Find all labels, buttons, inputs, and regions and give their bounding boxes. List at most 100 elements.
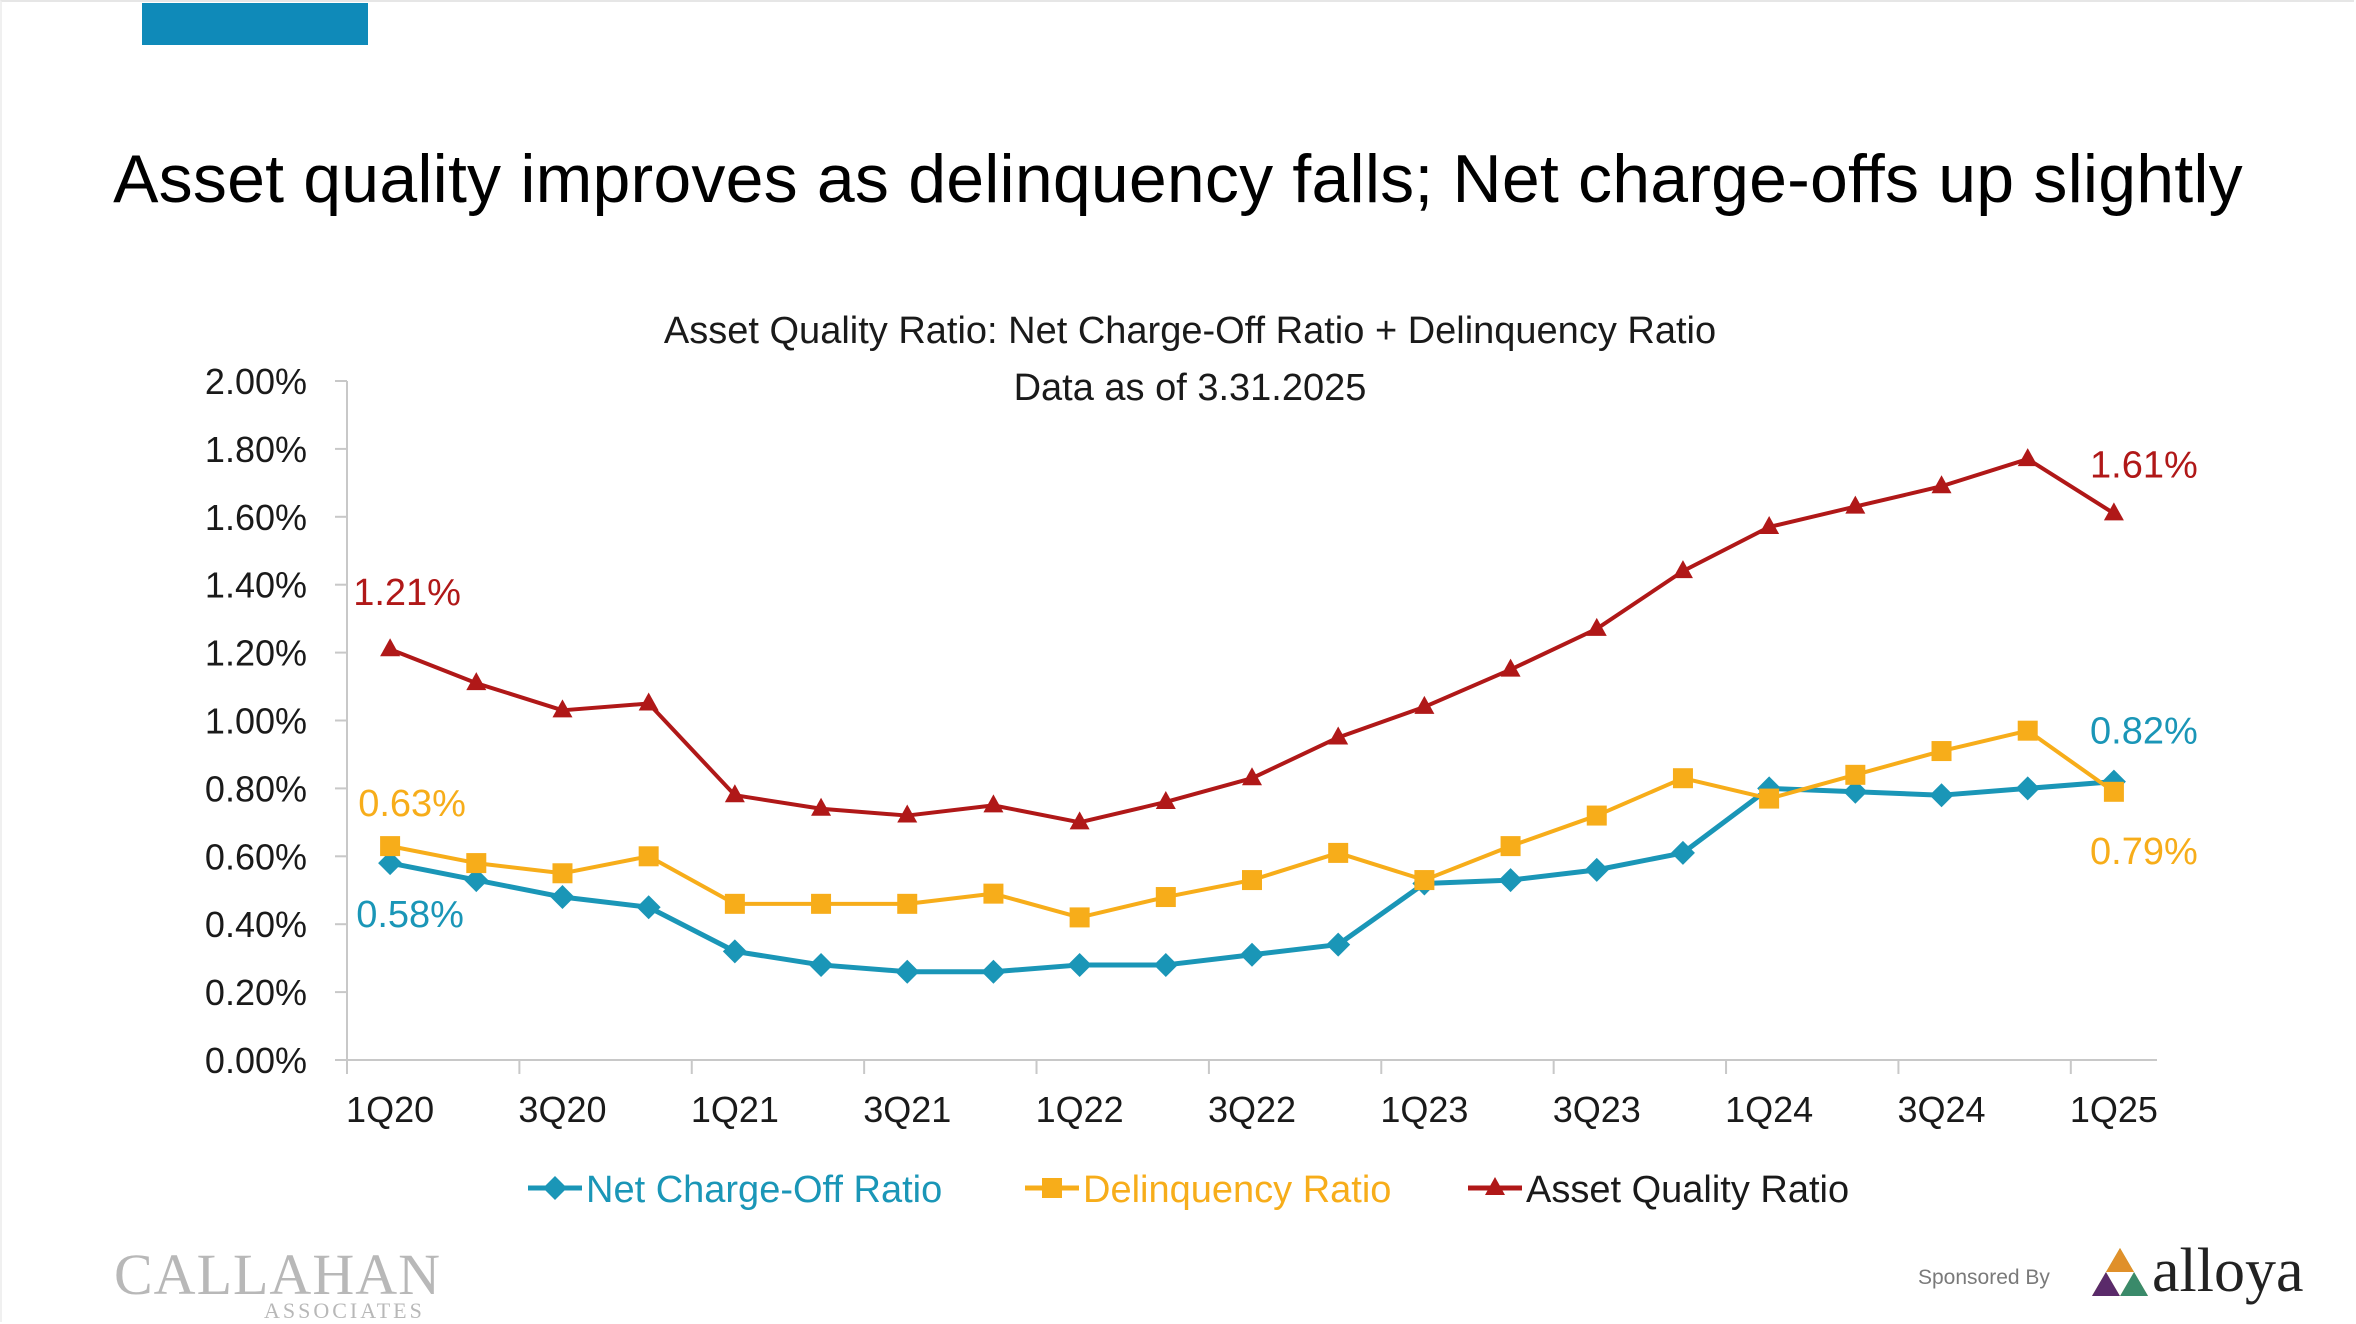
y-tick-label: 1.80%	[205, 429, 307, 470]
data-point	[1242, 767, 1262, 786]
legend-marker	[1042, 1178, 1062, 1198]
data-label: 0.58%	[356, 894, 464, 936]
data-point	[983, 883, 1004, 904]
x-tick-label: 3Q20	[518, 1089, 606, 1130]
data-point	[1672, 768, 1693, 789]
y-tick-label: 0.60%	[205, 836, 307, 877]
data-point	[552, 863, 573, 884]
data-label: 0.82%	[2090, 711, 2198, 753]
data-point	[897, 893, 918, 914]
series-asset-quality-ratio	[380, 448, 2124, 830]
data-point	[1414, 870, 1435, 891]
y-tick-label: 0.80%	[205, 768, 307, 809]
y-tick-label: 1.40%	[205, 565, 307, 606]
data-point	[1328, 726, 1349, 745]
data-point	[1843, 779, 1868, 804]
x-tick-label: 3Q24	[1897, 1089, 1985, 1130]
data-point	[809, 952, 834, 977]
data-point	[1498, 868, 1523, 893]
x-tick-label: 3Q22	[1208, 1089, 1296, 1130]
data-point	[1242, 870, 1262, 891]
legend-label: Delinquency Ratio	[1083, 1169, 1391, 1211]
accent-bar	[142, 3, 368, 45]
data-point	[1153, 952, 1178, 977]
legend-item: Net Charge-Off Ratio	[528, 1169, 942, 1211]
legend-marker	[1485, 1177, 1505, 1195]
x-tick-label: 3Q21	[863, 1089, 951, 1130]
x-tick-label: 1Q22	[1036, 1089, 1124, 1130]
legend-item: Asset Quality Ratio	[1468, 1169, 1849, 1211]
data-point	[466, 672, 487, 691]
data-point	[1584, 857, 1609, 882]
data-label: 1.21%	[353, 572, 461, 614]
data-point	[1931, 475, 1952, 494]
data-point	[1845, 764, 1866, 785]
data-point	[1845, 495, 1866, 514]
y-tick-label: 0.00%	[205, 1040, 307, 1081]
data-label: 0.63%	[358, 783, 466, 825]
data-point	[1670, 840, 1695, 865]
data-point	[378, 851, 403, 876]
data-point	[1414, 695, 1435, 714]
data-point	[724, 784, 745, 803]
callahan-logo-sub: ASSOCIATES	[264, 1298, 425, 1323]
data-point	[380, 638, 401, 657]
x-tick-label: 1Q23	[1380, 1089, 1468, 1130]
data-point	[897, 804, 918, 823]
x-tick-label: 3Q23	[1553, 1089, 1641, 1130]
chart-legend: Net Charge-Off Ratio Delinquency Ratio Ass…	[528, 1169, 1849, 1211]
y-tick-label: 0.40%	[205, 904, 307, 945]
data-point	[2103, 781, 2124, 802]
alloya-logo-icon	[2092, 1248, 2148, 1296]
data-point	[811, 797, 832, 816]
data-point	[1929, 783, 1954, 808]
legend-label: Net Charge-Off Ratio	[586, 1169, 942, 1211]
x-tick-label: 1Q21	[691, 1089, 779, 1130]
alloya-logo-text: alloya	[2152, 1237, 2304, 1305]
data-point	[636, 895, 661, 920]
data-point	[466, 853, 487, 874]
data-point	[1500, 836, 1521, 857]
chart-subtitle: Data as of 3.31.2025	[1014, 367, 1367, 409]
data-label: 0.79%	[2090, 831, 2198, 873]
data-point	[2017, 448, 2038, 467]
data-point	[2103, 502, 2124, 521]
sponsored-by-text: Sponsored By	[1918, 1266, 2050, 1289]
callahan-logo-main: CALLAHAN	[114, 1242, 441, 1307]
y-tick-label: 0.20%	[205, 972, 307, 1013]
series-delinquency-ratio	[380, 720, 2124, 928]
legend-label: Asset Quality Ratio	[1526, 1169, 1849, 1211]
data-point	[983, 794, 1004, 813]
data-point	[1328, 842, 1349, 863]
data-point	[724, 893, 745, 914]
y-tick-label: 1.00%	[205, 701, 307, 742]
x-tick-label: 1Q20	[346, 1089, 434, 1130]
data-point	[1069, 907, 1090, 928]
data-point	[2017, 720, 2038, 741]
data-point	[1759, 788, 1780, 809]
chart-annotations: 1.21% 0.63% 0.58% 1.61% 0.82% 0.79%	[353, 444, 2198, 936]
y-tick-label: 2.00%	[205, 361, 307, 402]
y-tick-label: 1.20%	[205, 633, 307, 674]
x-tick-label: 1Q24	[1725, 1089, 1813, 1130]
data-point	[1586, 805, 1607, 826]
series-net-charge-off-ratio	[378, 769, 2126, 984]
data-point	[1931, 741, 1952, 762]
legend-item: Delinquency Ratio	[1025, 1169, 1391, 1211]
data-point	[1240, 942, 1264, 967]
slide-headline: Asset quality improves as delinquency fa…	[113, 141, 2243, 217]
data-point	[895, 959, 920, 984]
data-point	[638, 846, 659, 867]
data-point	[552, 699, 573, 718]
data-point	[638, 692, 659, 711]
data-point	[1672, 560, 1693, 579]
data-point	[1155, 790, 1176, 809]
data-point	[722, 939, 747, 964]
data-point	[2015, 776, 2040, 801]
data-point	[1326, 932, 1351, 957]
data-point	[981, 959, 1006, 984]
data-point	[1067, 952, 1092, 977]
data-point	[1069, 811, 1090, 830]
callahan-logo: CALLAHAN ASSOCIATES	[114, 1246, 441, 1322]
